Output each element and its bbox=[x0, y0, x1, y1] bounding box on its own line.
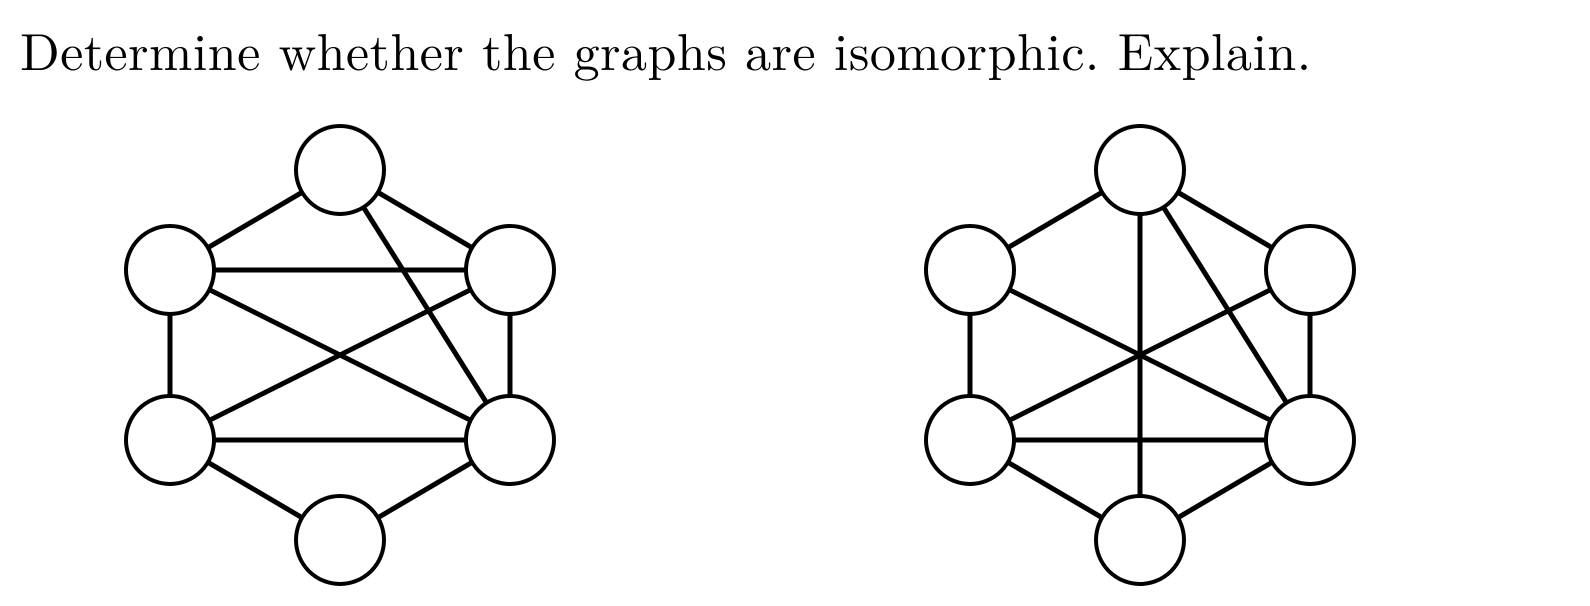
graph-svg-right bbox=[880, 100, 1400, 600]
graph-right bbox=[880, 100, 1400, 605]
node-top bbox=[1096, 126, 1184, 214]
edge-top-ur bbox=[1178, 192, 1272, 247]
edge-bottom-ll bbox=[1008, 462, 1102, 517]
node-top bbox=[296, 126, 384, 214]
node-bottom bbox=[296, 496, 384, 584]
edge-bottom-ll bbox=[208, 462, 302, 517]
node-ll bbox=[926, 396, 1014, 484]
node-lr bbox=[466, 396, 554, 484]
node-ul bbox=[926, 226, 1014, 314]
edge-top-ur bbox=[378, 192, 472, 247]
prompt-text: Determine whether the graphs are isomorp… bbox=[20, 12, 1312, 86]
node-ur bbox=[1266, 226, 1354, 314]
edge-ul-top bbox=[208, 192, 302, 247]
node-lr bbox=[1266, 396, 1354, 484]
node-bottom bbox=[1096, 496, 1184, 584]
edge-ul-top bbox=[1008, 192, 1102, 247]
node-ur bbox=[466, 226, 554, 314]
graphs-container bbox=[0, 100, 1590, 600]
edge-lr-bottom bbox=[378, 462, 472, 517]
graph-svg-left bbox=[80, 100, 600, 600]
node-ll bbox=[126, 396, 214, 484]
node-ul bbox=[126, 226, 214, 314]
edge-lr-bottom bbox=[1178, 462, 1272, 517]
graph-left bbox=[80, 100, 600, 605]
